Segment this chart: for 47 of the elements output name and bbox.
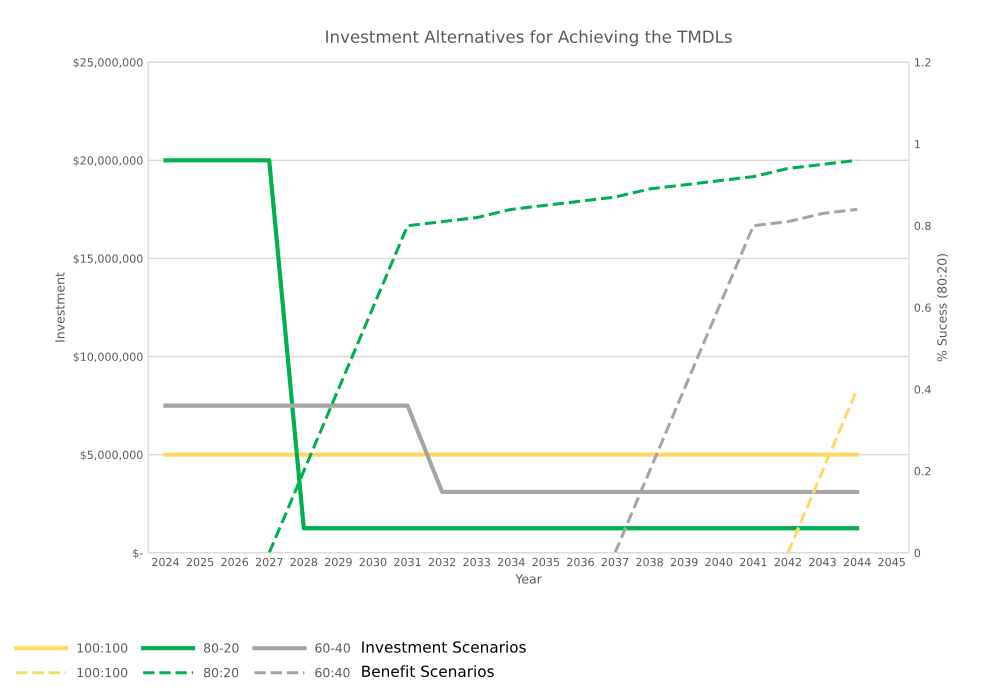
y2-tick-label: 0.8: [914, 222, 931, 230]
y2-axis-title: % Sucess (80:20): [937, 254, 948, 362]
legend-label: 80-20: [204, 643, 239, 653]
x-tick-label: 2043: [809, 558, 836, 566]
x-tick-label: 2034: [498, 558, 525, 566]
x-tick-label: 2029: [325, 558, 352, 566]
y-tick-label: $-: [133, 548, 143, 559]
x-tick-label: 2026: [221, 558, 248, 566]
y-tick-label: $20,000,000: [74, 156, 143, 166]
x-tick-label: 2042: [774, 558, 801, 566]
x-tick-label: 2039: [670, 558, 698, 566]
x-tick-label: 2027: [256, 558, 282, 566]
y-tick-label: $5,000,000: [80, 450, 143, 461]
y-tick-label: $25,000,000: [74, 58, 143, 68]
x-tick-label: 2024: [152, 558, 180, 566]
legend-label: 100:100: [78, 643, 128, 653]
x-tick-label: 2030: [360, 558, 386, 566]
x-tick-label: 2045: [878, 558, 905, 566]
x-tick-label: 2028: [290, 558, 318, 566]
x-tick-label: 2038: [636, 558, 663, 566]
legend-label: 100:100: [78, 668, 128, 678]
y2-tick-label: 0.2: [914, 467, 930, 476]
x-tick-label: 2040: [705, 558, 732, 566]
legend-label: 60:40: [315, 668, 350, 678]
x-tick-label: 2041: [740, 558, 766, 566]
x-tick-label: 2037: [602, 558, 628, 566]
legend-label: 80:20: [204, 668, 238, 678]
y2-tick-label: 0: [914, 548, 920, 558]
x-tick-label: 2044: [844, 558, 871, 566]
x-axis-title: Year: [515, 574, 542, 584]
y-tick-label: $15,000,000: [74, 254, 143, 264]
x-tick-label: 2031: [394, 558, 421, 566]
text: Benefit Scenarios: [362, 665, 494, 678]
x-tick-label: 2035: [532, 558, 560, 566]
legend-label: 60-40: [315, 643, 350, 653]
text: Investment Scenarios: [362, 640, 526, 653]
y-tick-label: $10,000,000: [74, 352, 143, 362]
y2-tick-label: 0.6: [914, 303, 931, 312]
y2-tick-label: 1: [915, 140, 920, 148]
x-tick-label: 2033: [463, 558, 490, 566]
y-axis-title: Investment: [55, 272, 65, 342]
y2-tick-label: 0.4: [914, 385, 931, 394]
y2-tick-label: 1.2: [915, 58, 930, 66]
x-tick-label: 2032: [428, 558, 456, 566]
x-tick-label: 2036: [567, 558, 594, 566]
chart-title: Investment Alternatives for Achieving the TMDLs: [326, 30, 732, 46]
x-tick-label: 2025: [186, 558, 214, 566]
